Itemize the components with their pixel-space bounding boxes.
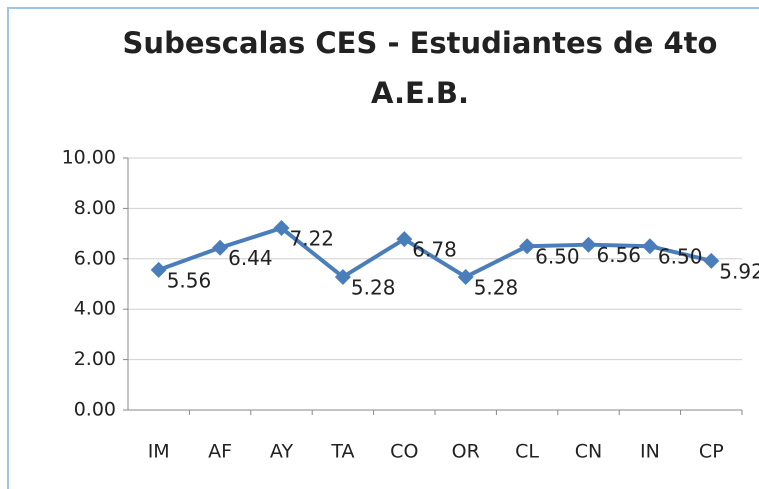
y-tick-label: 2.00 [74,348,116,370]
x-tick-label: CN [575,441,602,463]
data-label: 5.92 [719,259,759,283]
data-label: 6.44 [228,246,273,270]
y-tick-label: 0.00 [74,399,116,421]
data-point [519,238,536,255]
data-point [212,239,229,256]
x-tick-label: IM [148,441,170,463]
chart-frame [7,7,759,489]
y-tick-label: 10.00 [62,147,116,169]
data-label: 6.50 [658,245,703,269]
chart-title: Subescalas CES - Estudiantes de 4to [123,26,718,60]
data-point [273,220,290,237]
chart-title: A.E.B. [371,76,469,110]
x-tick-label: CP [699,441,724,463]
data-point [641,238,658,255]
data-point [150,261,167,278]
y-tick-label: 4.00 [74,298,116,320]
data-label: 5.28 [351,275,396,299]
data-point [580,236,597,253]
x-tick-label: CO [390,441,418,463]
data-point [396,231,413,248]
data-label: 6.78 [412,238,457,262]
x-tick-label: CL [515,441,539,463]
data-label: 5.28 [474,275,519,299]
y-tick-label: 8.00 [74,197,116,219]
data-label: 6.56 [597,243,642,267]
data-label: 5.56 [167,268,212,292]
data-point [457,268,474,285]
data-label: 6.50 [535,245,580,269]
x-tick-label: IN [640,441,660,463]
x-tick-label: TA [330,441,354,463]
y-tick-label: 6.00 [74,247,116,269]
x-tick-label: AF [208,441,232,463]
x-tick-label: AY [270,441,294,463]
data-line [158,226,712,279]
data-point [703,252,720,269]
data-label: 7.22 [290,227,335,251]
data-point [334,268,351,285]
x-tick-label: OR [452,441,480,463]
